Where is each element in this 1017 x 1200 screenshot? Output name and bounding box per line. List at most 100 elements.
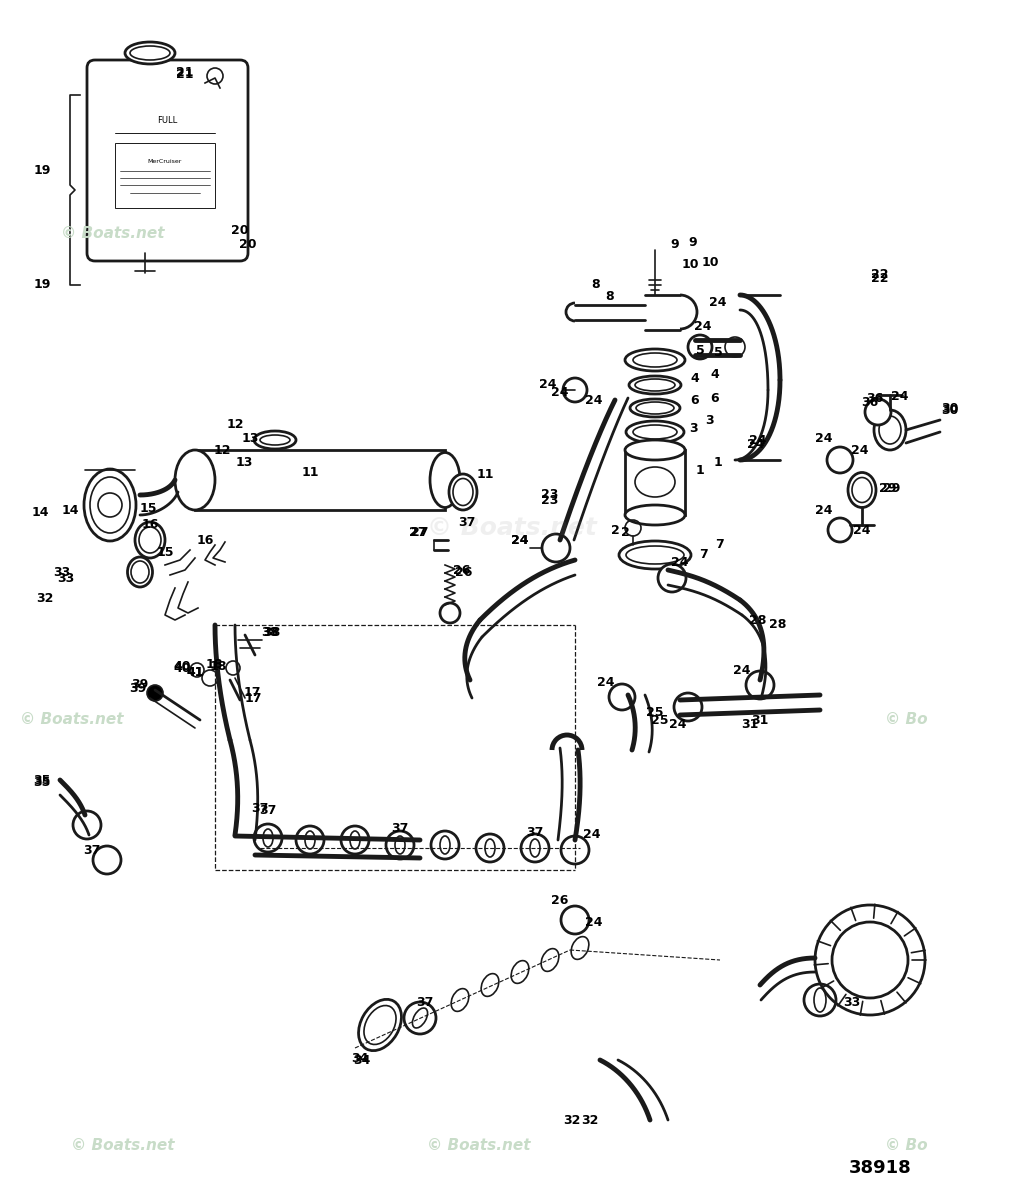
Text: 8: 8 [606,290,614,304]
Text: 31: 31 [741,719,759,732]
Text: © Bo: © Bo [885,1139,928,1153]
Text: 19: 19 [34,163,51,176]
Text: 24: 24 [851,444,869,456]
Text: 38918: 38918 [848,1159,911,1177]
Circle shape [254,824,282,852]
Text: 39: 39 [131,678,148,690]
Circle shape [658,564,686,592]
Circle shape [827,446,853,473]
Circle shape [561,906,589,934]
Text: 27: 27 [409,526,427,539]
Text: FULL: FULL [157,116,177,125]
Text: 30: 30 [942,403,959,416]
Circle shape [431,830,459,859]
Text: 32: 32 [37,592,54,605]
Ellipse shape [135,522,165,558]
Text: 7: 7 [699,548,708,562]
Text: 20: 20 [231,223,249,236]
Text: 22: 22 [872,269,889,282]
Text: 25: 25 [646,706,664,719]
Text: 15: 15 [157,546,174,558]
Text: 10: 10 [681,258,699,271]
Text: 27: 27 [411,526,429,539]
Text: © Boats.net: © Boats.net [61,227,165,241]
Text: 24: 24 [853,523,871,536]
Ellipse shape [572,937,589,959]
Circle shape [226,661,240,674]
Text: 34: 34 [353,1054,370,1067]
Text: 14: 14 [32,505,49,518]
Text: 25: 25 [651,714,669,726]
Text: 41: 41 [186,666,203,678]
Text: 37: 37 [392,822,409,834]
Text: 37: 37 [527,826,544,839]
Text: 40: 40 [173,660,191,673]
Ellipse shape [430,452,460,508]
Text: 11: 11 [476,468,493,481]
Text: 33: 33 [53,565,70,578]
Text: 24: 24 [512,534,529,546]
Text: 31: 31 [752,714,769,726]
Text: © Boats.net: © Boats.net [20,713,124,727]
Text: 38: 38 [261,625,279,638]
Text: 24: 24 [539,378,556,391]
Circle shape [804,984,836,1016]
Text: 29: 29 [884,481,901,494]
Circle shape [865,398,891,425]
Ellipse shape [481,973,499,996]
Text: 35: 35 [34,775,51,788]
Text: 26: 26 [456,565,473,578]
Circle shape [561,836,589,864]
Ellipse shape [512,961,529,983]
Text: 28: 28 [750,613,767,626]
Text: 16: 16 [196,534,214,546]
Text: 40: 40 [173,661,191,674]
Ellipse shape [254,431,296,449]
Circle shape [687,335,712,359]
Ellipse shape [874,410,906,450]
Ellipse shape [452,989,469,1012]
Text: 13: 13 [235,456,252,469]
Text: 24: 24 [816,432,833,444]
Text: 26: 26 [551,894,569,906]
Circle shape [828,518,852,542]
Ellipse shape [630,398,680,416]
Ellipse shape [448,474,477,510]
Text: 38: 38 [263,625,281,638]
Text: 3: 3 [689,421,698,434]
Text: 11: 11 [301,467,318,480]
Text: © Boats.net: © Boats.net [427,516,597,540]
Circle shape [98,493,122,517]
Circle shape [746,671,774,698]
Circle shape [674,692,702,721]
Text: 29: 29 [880,481,897,494]
Text: 34: 34 [351,1051,369,1064]
Text: MerCruiser: MerCruiser [147,158,182,164]
Text: 37: 37 [83,844,101,857]
Ellipse shape [629,376,681,394]
Text: 13: 13 [241,432,258,444]
Ellipse shape [625,440,685,460]
Text: 1: 1 [696,463,705,476]
Text: 24: 24 [816,504,833,516]
Bar [195,450,445,510]
Text: 22: 22 [872,271,889,284]
Text: 24: 24 [585,916,603,929]
Text: 12: 12 [214,444,231,456]
Text: © Bo: © Bo [885,713,928,727]
Text: 33: 33 [57,571,74,584]
Circle shape [542,534,570,562]
Text: © Boats.net: © Boats.net [427,1139,531,1153]
Text: 24: 24 [891,390,909,403]
Text: 24: 24 [512,534,529,546]
Text: 17: 17 [243,685,260,698]
Text: 20: 20 [239,239,256,252]
Text: 30: 30 [942,402,959,414]
Ellipse shape [125,42,175,64]
Text: 23: 23 [541,493,558,506]
Text: 2: 2 [620,526,630,539]
Circle shape [202,670,218,686]
Text: 21: 21 [176,68,194,82]
Text: 19: 19 [34,278,51,292]
Text: 35: 35 [34,774,51,786]
